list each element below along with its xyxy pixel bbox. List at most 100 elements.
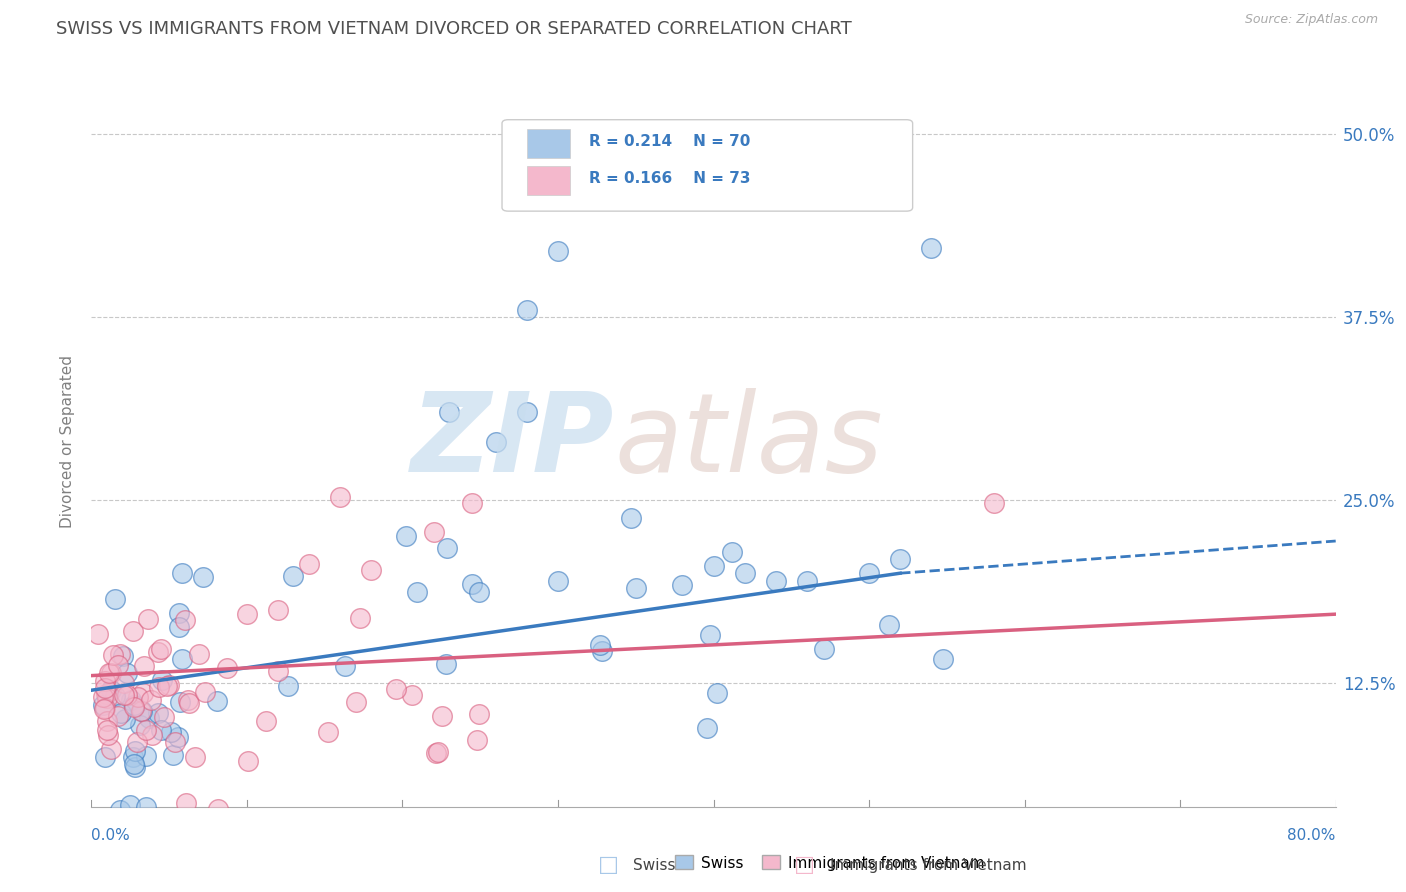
Point bbox=[706, 686, 728, 700]
Point bbox=[124, 760, 146, 774]
Point bbox=[589, 638, 612, 652]
Point bbox=[103, 648, 125, 663]
Point bbox=[720, 544, 742, 558]
Point bbox=[160, 724, 183, 739]
Point bbox=[207, 802, 229, 816]
Point bbox=[125, 735, 148, 749]
Point bbox=[172, 652, 194, 666]
Point bbox=[129, 704, 152, 718]
Point bbox=[96, 690, 118, 705]
Point bbox=[877, 618, 900, 632]
Point bbox=[148, 680, 170, 694]
Point bbox=[94, 701, 117, 715]
Point bbox=[316, 725, 339, 739]
Point bbox=[267, 665, 290, 679]
Point bbox=[468, 706, 491, 721]
Point bbox=[796, 574, 818, 588]
Point bbox=[765, 574, 787, 588]
Point bbox=[425, 746, 447, 760]
Point bbox=[93, 702, 115, 716]
Point bbox=[135, 749, 157, 764]
Point bbox=[146, 706, 169, 720]
Point bbox=[173, 613, 195, 627]
Point bbox=[163, 735, 186, 749]
Point bbox=[110, 706, 132, 720]
Point bbox=[138, 711, 160, 725]
Point bbox=[87, 627, 110, 641]
Point bbox=[277, 679, 299, 693]
Point bbox=[671, 578, 693, 592]
Point bbox=[97, 665, 120, 680]
Point bbox=[516, 302, 538, 317]
Point bbox=[91, 698, 114, 713]
Point bbox=[94, 674, 117, 689]
Point bbox=[122, 757, 145, 772]
Text: □: □ bbox=[598, 855, 619, 875]
Point bbox=[267, 603, 290, 617]
Point bbox=[436, 541, 458, 555]
Point bbox=[120, 797, 142, 812]
Point bbox=[734, 566, 756, 581]
Point bbox=[932, 652, 955, 666]
Text: ZIP: ZIP bbox=[411, 388, 614, 495]
Point bbox=[112, 676, 135, 690]
Legend: Swiss, Immigrants from Vietnam: Swiss, Immigrants from Vietnam bbox=[669, 849, 990, 877]
Point bbox=[150, 723, 173, 737]
Point bbox=[100, 741, 122, 756]
Point bbox=[122, 700, 145, 714]
Point bbox=[94, 749, 117, 764]
Text: R = 0.214    N = 70: R = 0.214 N = 70 bbox=[589, 134, 751, 149]
Point bbox=[183, 750, 205, 764]
Point bbox=[114, 712, 136, 726]
Point bbox=[485, 434, 508, 449]
Point bbox=[344, 695, 367, 709]
Point bbox=[96, 714, 118, 728]
Point bbox=[191, 570, 214, 584]
Point bbox=[983, 496, 1005, 510]
Point bbox=[427, 745, 450, 759]
Point bbox=[132, 659, 155, 673]
Point bbox=[156, 679, 179, 693]
Point bbox=[122, 749, 145, 764]
Point bbox=[170, 566, 193, 580]
Y-axis label: Divorced or Separated: Divorced or Separated bbox=[60, 355, 76, 528]
Point bbox=[176, 797, 198, 811]
Point bbox=[94, 687, 117, 701]
Point bbox=[547, 244, 569, 259]
Point bbox=[813, 642, 835, 657]
Point bbox=[150, 673, 173, 688]
Point bbox=[329, 490, 352, 504]
Point bbox=[430, 709, 453, 723]
Point bbox=[177, 693, 200, 707]
Point bbox=[236, 607, 259, 622]
Point bbox=[153, 710, 176, 724]
Point bbox=[150, 642, 173, 657]
Point bbox=[238, 754, 260, 768]
Point bbox=[298, 558, 321, 572]
Point bbox=[107, 708, 129, 723]
Point bbox=[254, 714, 277, 728]
Point bbox=[120, 693, 142, 707]
FancyBboxPatch shape bbox=[502, 120, 912, 211]
Point bbox=[702, 558, 725, 573]
Point bbox=[115, 688, 138, 702]
Point bbox=[135, 799, 157, 814]
Point bbox=[127, 690, 149, 704]
Text: 80.0%: 80.0% bbox=[1288, 828, 1336, 843]
Point bbox=[141, 728, 163, 742]
Point bbox=[167, 730, 190, 744]
Point bbox=[108, 803, 131, 817]
Point bbox=[129, 718, 152, 732]
Point bbox=[122, 624, 145, 639]
Point bbox=[422, 525, 444, 540]
Text: Swiss: Swiss bbox=[633, 858, 675, 872]
Point bbox=[624, 581, 647, 595]
Point bbox=[889, 551, 911, 566]
Text: SWISS VS IMMIGRANTS FROM VIETNAM DIVORCED OR SEPARATED CORRELATION CHART: SWISS VS IMMIGRANTS FROM VIETNAM DIVORCE… bbox=[56, 20, 852, 37]
Point bbox=[696, 721, 718, 735]
Text: R = 0.166    N = 73: R = 0.166 N = 73 bbox=[589, 170, 751, 186]
Text: 0.0%: 0.0% bbox=[91, 828, 131, 843]
Point bbox=[131, 705, 153, 719]
Point bbox=[112, 688, 135, 702]
Point bbox=[360, 563, 382, 577]
